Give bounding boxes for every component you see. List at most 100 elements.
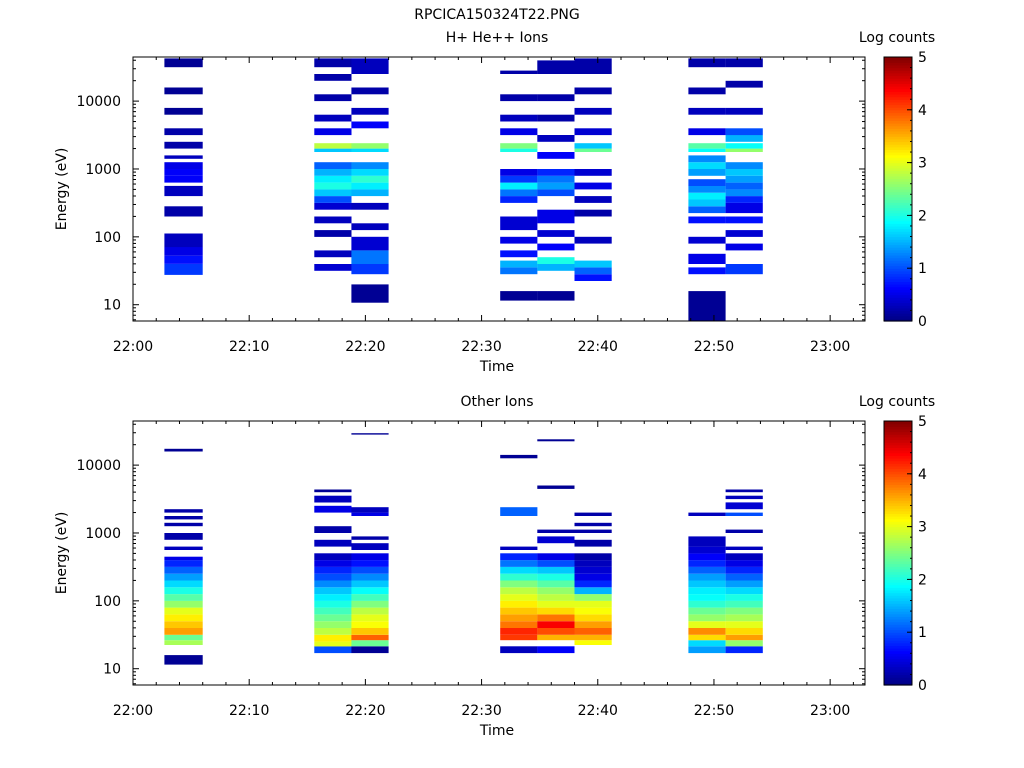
colorbar-swatch — [884, 682, 912, 686]
colorbar-swatch — [884, 471, 912, 475]
colorbar-swatch — [884, 133, 912, 137]
spectrogram-cell — [500, 628, 538, 635]
x-tick-label: 22:30 — [461, 339, 501, 355]
spectrogram-cell — [500, 236, 538, 244]
spectrogram-cell — [314, 216, 352, 224]
spectrogram-cell — [351, 560, 389, 567]
spectrogram-cell — [574, 58, 612, 74]
spectrogram-column — [574, 512, 612, 645]
spectrogram-cell — [688, 87, 726, 95]
spectrogram-cell — [537, 536, 575, 544]
spectrogram-cell — [725, 546, 763, 550]
spectrogram-cell — [351, 543, 389, 550]
spectrogram-cell — [351, 553, 389, 561]
spectrogram-cell — [537, 230, 575, 237]
spectrogram-cell — [725, 580, 763, 588]
spectrogram-cell — [314, 182, 352, 190]
colorbar-swatch — [884, 231, 912, 235]
spectrogram-cell — [537, 135, 575, 142]
spectrogram-cell — [574, 634, 612, 641]
spectrogram-cell — [688, 155, 726, 163]
spectrogram-cell — [164, 169, 203, 176]
colorbar-swatch — [884, 431, 912, 435]
spectrogram-cell — [164, 128, 203, 136]
colorbar-swatch — [884, 299, 912, 304]
spectrogram-cell — [725, 573, 763, 581]
spectrogram-cell — [574, 182, 612, 190]
x-tick-label: 22:40 — [578, 339, 618, 355]
colorbar-swatch — [884, 500, 912, 504]
spectrogram-cell — [574, 587, 612, 595]
colorbar-swatch — [884, 489, 912, 493]
spectrogram-cell — [314, 169, 352, 176]
spectrogram-column — [537, 60, 575, 301]
spectrogram-cell — [500, 553, 538, 561]
colorbar-swatch — [884, 149, 912, 153]
colorbar-swatch — [884, 592, 912, 596]
colorbar: 0 1 2 3 4 5 — [883, 414, 927, 694]
colorbar-swatch — [884, 648, 912, 652]
y-axis-label: Energy (eV) — [54, 148, 70, 231]
spectrogram-cell — [574, 628, 612, 635]
colorbar-swatch — [884, 249, 912, 253]
colorbar-swatch — [884, 262, 912, 267]
colorbar-swatch — [884, 218, 912, 222]
spectrogram-cell — [688, 546, 726, 554]
colorbar-swatch — [884, 465, 912, 470]
ion-spectrogram-panel-h-he: H+ He++ Ions Time Energy (eV) Log counts… — [54, 30, 935, 375]
colorbar-swatch — [884, 439, 912, 443]
spectrogram-cell — [688, 607, 726, 615]
spectrogram-cell — [537, 621, 575, 628]
spectrogram-cell — [725, 264, 763, 275]
colorbar-swatch — [884, 526, 912, 530]
colorbar-swatch — [884, 307, 912, 312]
spectrogram-cell — [537, 114, 575, 122]
colorbar-swatch — [884, 62, 912, 66]
spectrogram-cell — [500, 148, 538, 152]
colorbar-swatch — [884, 640, 912, 644]
spectrogram-column — [500, 454, 538, 654]
colorbar-swatch — [884, 560, 912, 565]
spectrogram-cell — [351, 640, 389, 647]
spectrogram-cell — [537, 169, 575, 176]
y-tick-label: 10 — [103, 298, 121, 314]
spectrogram-cell — [537, 607, 575, 615]
spectrogram-cell — [351, 573, 389, 581]
spectrogram-cell — [351, 587, 389, 595]
colorbar-swatch — [884, 481, 912, 485]
spectrogram-column — [537, 439, 575, 654]
colorbar-swatch — [884, 247, 912, 251]
spectrogram-cell — [688, 580, 726, 588]
y-tick-label: 1000 — [85, 162, 121, 178]
spectrogram-cell — [574, 209, 612, 217]
spectrogram-cell — [725, 196, 763, 203]
spectrogram-cell — [500, 454, 538, 459]
spectrogram-cell — [537, 573, 575, 581]
spectrogram-cell — [314, 162, 352, 169]
spectrogram-cell — [574, 614, 612, 622]
spectrogram-cell — [500, 546, 538, 550]
spectrogram-cell — [164, 185, 203, 197]
colorbar-swatch — [884, 473, 912, 478]
ion-spectrogram-panel-other: Other Ions Time Energy (eV) Log counts 2… — [54, 394, 935, 739]
colorbar-swatch — [884, 568, 912, 573]
spectrogram-cell — [688, 236, 726, 244]
spectrogram-cell — [351, 628, 389, 635]
colorbar-swatch — [884, 582, 912, 586]
spectrogram-cell — [537, 529, 575, 533]
colorbar-swatch — [884, 663, 912, 668]
spectrogram-cell — [500, 507, 538, 516]
spectrogram-cell — [314, 74, 352, 81]
spectrogram-cell — [164, 107, 203, 115]
spectrogram-cell — [164, 560, 203, 567]
spectrogram-cell — [725, 614, 763, 622]
spectrogram-cell — [688, 614, 726, 622]
spectrogram-cell — [688, 291, 726, 321]
colorbar: 0 1 2 3 4 5 — [883, 50, 927, 330]
spectrogram-column — [164, 448, 203, 665]
spectrogram-cell — [725, 587, 763, 595]
colorbar-swatch — [884, 115, 912, 119]
colorbar-tick-label: 4 — [918, 103, 927, 119]
colorbar-swatch — [884, 452, 912, 456]
spectrogram-cell — [164, 87, 203, 95]
